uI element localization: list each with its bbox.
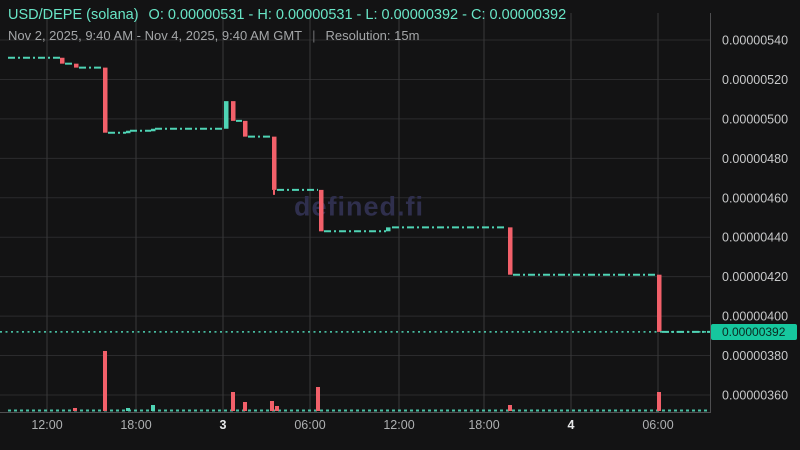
- resolution-label[interactable]: Resolution: 15m: [325, 28, 420, 43]
- volume-bar[interactable]: [126, 408, 130, 411]
- price-axis-label[interactable]: 0.00000400: [722, 310, 788, 324]
- volume-bar[interactable]: [231, 392, 235, 411]
- time-axis-label[interactable]: 06:00: [294, 418, 325, 432]
- candle-body[interactable]: [319, 189, 324, 232]
- time-axis-label[interactable]: 18:00: [120, 418, 151, 432]
- chart-subtitle-row: Nov 2, 2025, 9:40 AM - Nov 4, 2025, 9:40…: [8, 28, 566, 43]
- volume-bar[interactable]: [508, 405, 512, 411]
- candle-wick: [273, 189, 275, 195]
- volume-bar[interactable]: [275, 406, 279, 411]
- current-price-badge: 0.00000392: [711, 323, 797, 340]
- time-axis-label[interactable]: 18:00: [468, 418, 499, 432]
- time-axis-label[interactable]: 4: [568, 418, 575, 432]
- chart-header: USD/DEPE (solana) O: 0.00000531 - H: 0.00…: [8, 7, 566, 43]
- time-axis-label[interactable]: 12:00: [383, 418, 414, 432]
- volume-bar[interactable]: [316, 387, 320, 411]
- candle-body[interactable]: [508, 227, 513, 275]
- chart-title-row: USD/DEPE (solana) O: 0.00000531 - H: 0.00…: [8, 7, 566, 23]
- ohlc-values: O: 0.00000531 - H: 0.00000531 - L: 0.000…: [148, 7, 567, 23]
- price-axis-label[interactable]: 0.00000500: [722, 112, 788, 126]
- header-separator: |: [312, 28, 316, 43]
- defined-fi-watermark: defined.fi: [294, 192, 424, 222]
- candle-body[interactable]: [74, 63, 79, 68]
- price-axis-label[interactable]: 0.00000460: [722, 191, 788, 205]
- price-axis-label[interactable]: 0.00000380: [722, 349, 788, 363]
- candle-body[interactable]: [224, 101, 229, 129]
- price-axis-label[interactable]: 0.00000480: [722, 152, 788, 166]
- date-range-label: Nov 2, 2025, 9:40 AM - Nov 4, 2025, 9:40…: [8, 28, 303, 43]
- volume-bar[interactable]: [151, 405, 155, 411]
- candle-body[interactable]: [60, 57, 65, 64]
- current-price-value: 0.00000392: [722, 324, 786, 339]
- time-axis-label[interactable]: 12:00: [31, 418, 62, 432]
- candle-body[interactable]: [126, 130, 131, 134]
- candle-body[interactable]: [272, 136, 277, 190]
- candle-body[interactable]: [243, 120, 248, 137]
- volume-bar[interactable]: [103, 351, 107, 411]
- time-axis-label[interactable]: 06:00: [642, 418, 673, 432]
- volume-bar[interactable]: [657, 392, 661, 411]
- candle-body[interactable]: [151, 128, 156, 132]
- candle-body[interactable]: [231, 101, 236, 121]
- volume-bar[interactable]: [243, 402, 247, 411]
- volume-bar[interactable]: [73, 408, 77, 411]
- volume-bar[interactable]: [270, 401, 274, 411]
- candle-body[interactable]: [386, 227, 391, 232]
- candle-body[interactable]: [657, 274, 662, 332]
- price-axis-label[interactable]: 0.00000360: [722, 389, 788, 403]
- price-axis-label[interactable]: 0.00000420: [722, 270, 788, 284]
- price-axis-label[interactable]: 0.00000520: [722, 73, 788, 87]
- price-axis-label[interactable]: 0.00000540: [722, 34, 788, 48]
- candle-body[interactable]: [103, 67, 108, 133]
- price-axis-label[interactable]: 0.00000440: [722, 231, 788, 245]
- symbol-label: USD/DEPE (solana): [8, 7, 139, 23]
- time-axis-label[interactable]: 3: [220, 418, 227, 432]
